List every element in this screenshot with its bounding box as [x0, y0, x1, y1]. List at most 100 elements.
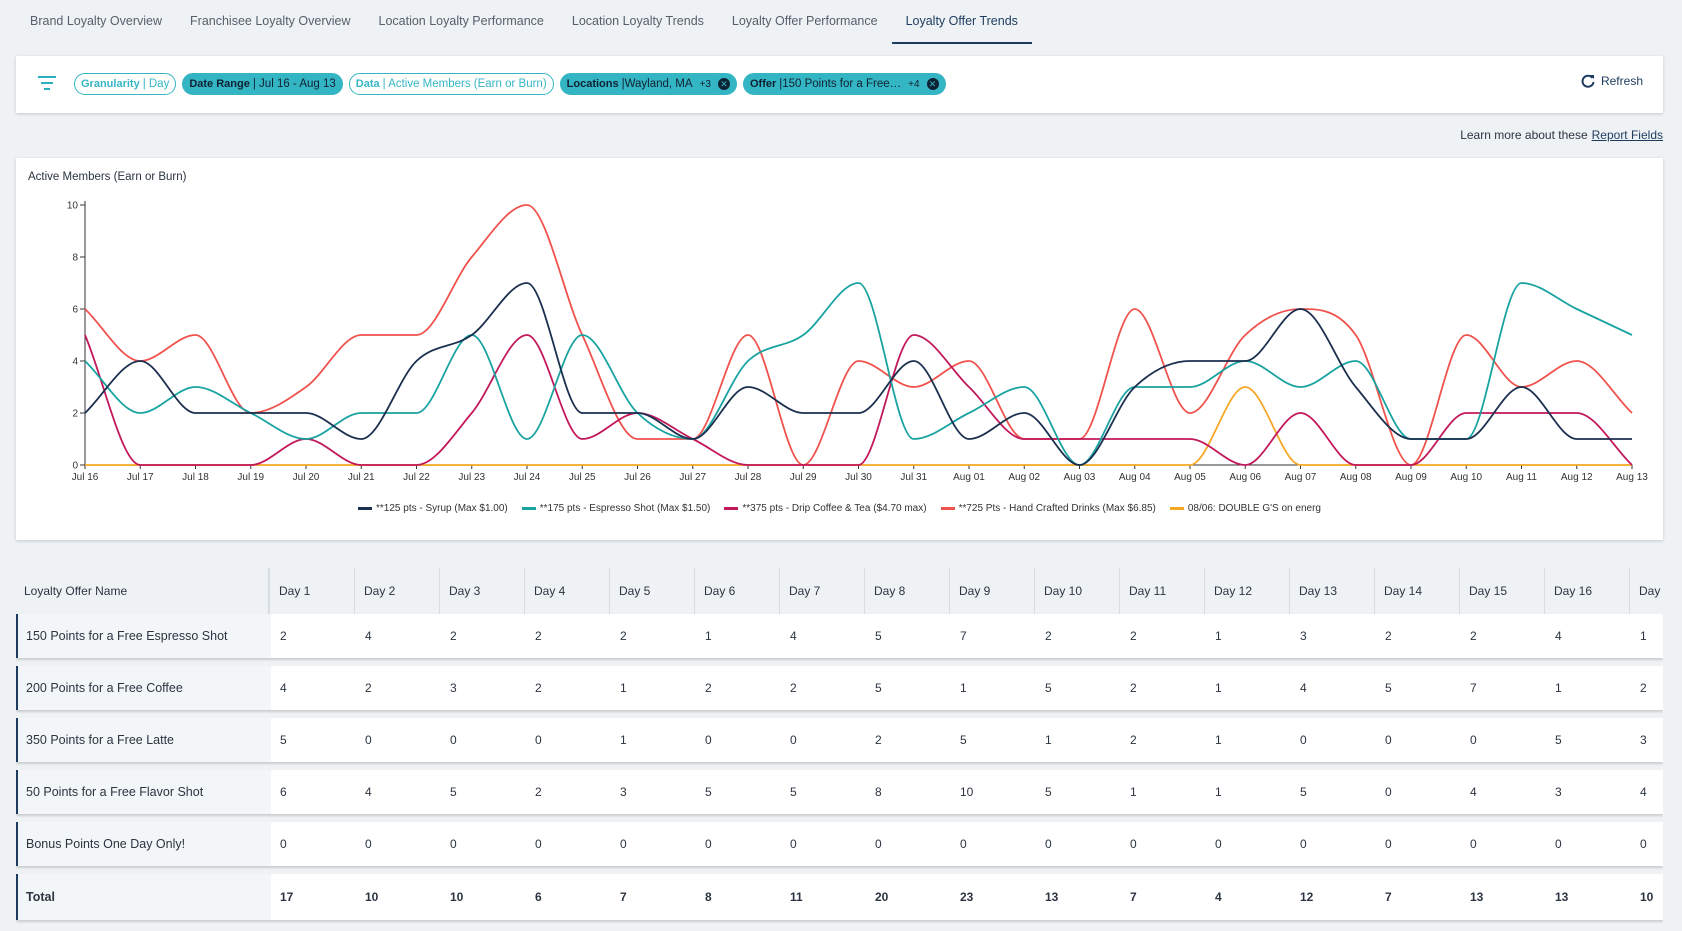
filter-icon[interactable]: [38, 76, 56, 90]
chip-label: Locations: [566, 78, 619, 90]
value-cell: 1: [1045, 733, 1052, 747]
value-cell: 8: [875, 785, 882, 799]
name-cell: 350 Points for a Free Latte: [18, 718, 271, 762]
legend-item[interactable]: **725 Pts - Hand Crafted Drinks (Max $6.…: [940, 503, 1156, 514]
tab[interactable]: Franchisee Loyalty Overview: [190, 14, 351, 28]
value-cell: 2: [365, 681, 372, 695]
filter-chip[interactable]: Granularity | Day: [74, 73, 177, 95]
value-cell: 2: [450, 629, 457, 643]
table-row: 150 Points for a Free Espresso Shot 2 4 2 2 2…: [16, 614, 1663, 658]
value-cell: 0: [1470, 837, 1477, 851]
value-cell: 2: [535, 785, 542, 799]
chart-card: Active Members (Earn or Burn) 0 2 4 6 8 10 Jul…: [16, 158, 1663, 540]
value-cell: 0: [1555, 837, 1562, 851]
legend-swatch: [724, 507, 739, 510]
legend-item[interactable]: **125 pts - Syrup (Max $1.00): [358, 503, 508, 514]
value-cell: 0: [875, 837, 882, 851]
x-tick-label: Jul 24: [514, 472, 541, 483]
header-cell: Day 5: [609, 568, 694, 614]
chip-label: Date Range: [189, 78, 250, 90]
tab[interactable]: Brand Loyalty Overview: [30, 14, 163, 28]
header-cell: Day 2: [354, 568, 439, 614]
report-fields-link[interactable]: Report Fields: [1591, 128, 1663, 142]
value-cell: 5: [1300, 785, 1307, 799]
x-tick-label: Aug 02: [1008, 472, 1040, 483]
value-cell: 4: [1555, 629, 1562, 643]
x-tick-label: Jul 20: [293, 472, 320, 483]
value-cell: 11: [790, 890, 803, 904]
legend-item[interactable]: **175 pts - Espresso Shot (Max $1.50): [521, 503, 710, 514]
chip-label: Offer: [749, 78, 777, 90]
value-cell: 3: [1640, 733, 1647, 747]
refresh-icon: [1581, 74, 1595, 88]
header-cell: Day 3: [439, 568, 524, 614]
legend-swatch: [521, 507, 536, 510]
x-tick-label: Aug 05: [1174, 472, 1206, 483]
value-cell: 0: [705, 837, 712, 851]
y-tick-label: 10: [67, 201, 79, 212]
header-cell: Day 15: [1459, 568, 1544, 614]
value-cell: 2: [790, 681, 797, 695]
y-tick-label: 8: [72, 253, 78, 264]
header-cell: Day 7: [779, 568, 864, 614]
value-cell: 4: [280, 681, 287, 695]
chip-close[interactable]: ✕: [717, 78, 730, 90]
filter-chip[interactable]: Data | Active Members (Earn or Burn): [348, 73, 554, 95]
value-cell: 0: [1130, 837, 1137, 851]
chip-value: | Day: [142, 78, 170, 90]
table-row: 350 Points for a Free Latte 5 0 0 0 1 0 0 2 5 1 2 1 0…: [16, 718, 1663, 762]
value-cell: 7: [1130, 890, 1137, 904]
value-cell: 20: [875, 890, 889, 904]
chip-label: Data: [355, 78, 380, 90]
legend-item[interactable]: 08/06: DOUBLE G'S on energ: [1169, 503, 1321, 514]
name-cell: Total: [18, 874, 271, 920]
x-tick-label: Aug 01: [953, 472, 985, 483]
header-cell: Day 11: [1119, 568, 1204, 614]
table-header: Loyalty Offer Name Day 1 Day 2 Day 3 Day 4 Da…: [16, 568, 1663, 614]
chip-more: +3: [699, 78, 711, 90]
value-cell: 2: [535, 681, 542, 695]
value-cell: 8: [705, 890, 712, 904]
filter-chips: Granularity | Day Date Range | Jul 16 - Aug…: [74, 73, 946, 95]
header-cell: Day 10: [1034, 568, 1119, 614]
x-tick-label: Jul 22: [403, 472, 430, 483]
value-cell: 5: [280, 733, 287, 747]
value-cell: 6: [535, 890, 542, 904]
tab[interactable]: Location Loyalty Performance: [378, 14, 544, 28]
y-axis-label: Active Members (Earn or Burn): [28, 171, 187, 183]
value-cell: 1: [1130, 785, 1137, 799]
x-tick-label: Jul 17: [127, 472, 154, 483]
value-cell: 0: [1640, 837, 1647, 851]
legend-label: **725 Pts - Hand Crafted Drinks (Max $6.…: [958, 503, 1156, 514]
legend-label: **375 pts - Drip Coffee & Tea ($4.70 max…: [742, 503, 927, 514]
value-cell: 0: [280, 837, 287, 851]
x-tick-label: Aug 09: [1395, 472, 1427, 483]
filter-chip[interactable]: Offer |150 Points for a Free… +4 ✕: [742, 73, 946, 95]
value-cell: 17: [280, 890, 294, 904]
value-cell: 12: [1300, 890, 1314, 904]
x-tick-label: Jul 29: [790, 472, 817, 483]
header-cell: Day 13: [1289, 568, 1374, 614]
tab[interactable]: Loyalty Offer Performance: [731, 14, 878, 28]
value-cell: 1: [960, 681, 967, 695]
value-cell: 2: [1385, 629, 1392, 643]
tab[interactable]: Location Loyalty Trends: [571, 14, 704, 28]
tab[interactable]: Loyalty Offer Trends: [891, 0, 1032, 44]
name-cell: 150 Points for a Free Espresso Shot: [18, 614, 271, 658]
filter-chip[interactable]: Date Range | Jul 16 - Aug 13: [182, 73, 343, 95]
refresh-button[interactable]: Refresh: [1581, 74, 1643, 88]
chart: Active Members (Earn or Burn) 0 2 4 6 8 10 Jul…: [28, 171, 1648, 483]
filter-chip[interactable]: Locations |Wayland, MA +3 ✕: [559, 73, 737, 95]
chip-more: +4: [908, 78, 920, 90]
header-cell: Day 14: [1374, 568, 1459, 614]
value-cell: 10: [960, 785, 974, 799]
value-cell: 3: [620, 785, 627, 799]
value-cell: 1: [1215, 681, 1222, 695]
series-line: [84, 334, 1633, 466]
value-cell: 0: [620, 837, 627, 851]
chip-close[interactable]: ✕: [926, 78, 939, 90]
x-tick-label: Jul 27: [679, 472, 706, 483]
value-cell: 1: [620, 733, 627, 747]
x-tick-label: Jul 30: [845, 472, 872, 483]
legend-item[interactable]: **375 pts - Drip Coffee & Tea ($4.70 max…: [724, 503, 927, 514]
